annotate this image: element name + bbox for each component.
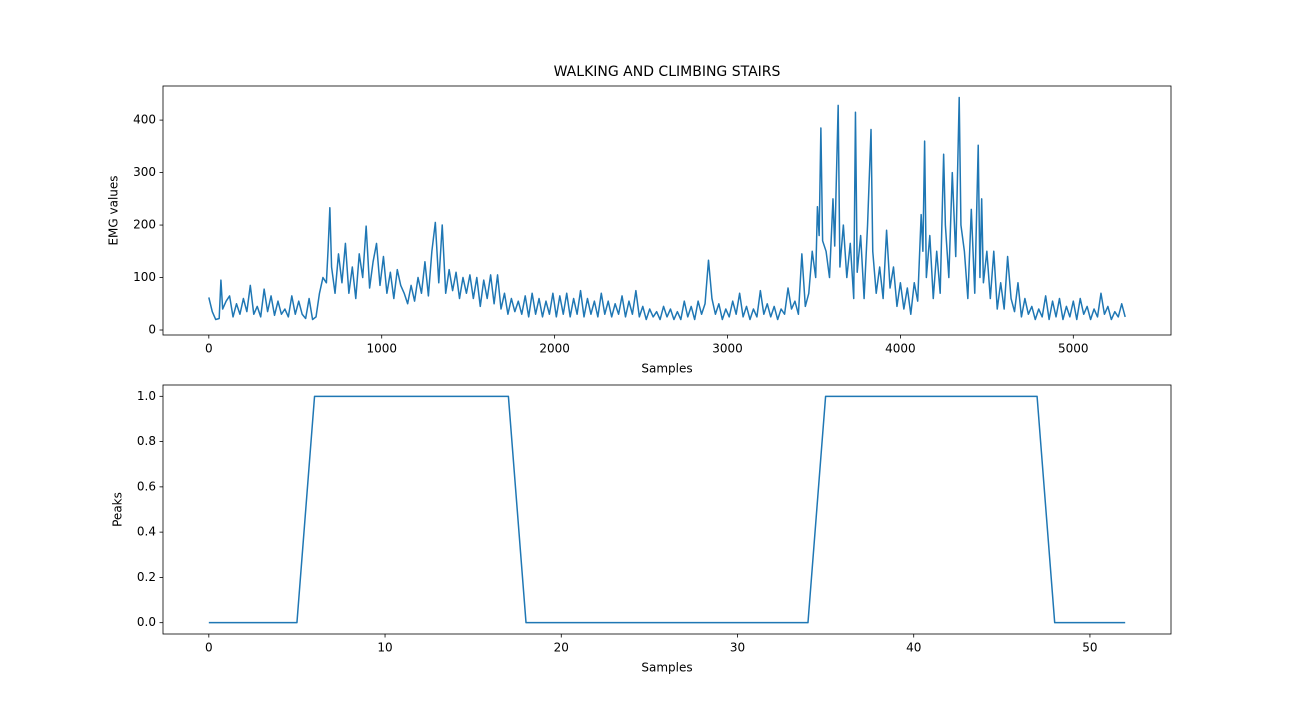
y-tick-label: 300 bbox=[133, 165, 156, 179]
y-tick-label: 200 bbox=[133, 218, 156, 232]
y-tick-label: 1.0 bbox=[137, 389, 156, 403]
y-tick-label: 0.4 bbox=[137, 525, 156, 539]
x-tick-label: 2000 bbox=[539, 342, 570, 356]
data-line bbox=[208, 395, 1126, 624]
axes-frame bbox=[162, 85, 1172, 336]
x-axis-label: Samples bbox=[641, 362, 692, 376]
x-tick-label: 0 bbox=[205, 342, 213, 356]
y-tick-label: 400 bbox=[133, 113, 156, 127]
y-tick-label: 100 bbox=[133, 270, 156, 284]
axes-frame bbox=[162, 384, 1172, 635]
x-tick-label: 40 bbox=[906, 641, 921, 655]
chart-title: WALKING AND CLIMBING STAIRS bbox=[554, 64, 781, 80]
x-tick-label: 0 bbox=[205, 641, 213, 655]
x-tick-label: 1000 bbox=[366, 342, 397, 356]
x-tick-label: 4000 bbox=[885, 342, 916, 356]
x-tick-label: 30 bbox=[730, 641, 745, 655]
x-tick-label: 50 bbox=[1082, 641, 1097, 655]
y-tick-label: 0.0 bbox=[137, 615, 156, 629]
y-axis-label: EMG values bbox=[107, 175, 121, 245]
x-tick-label: 3000 bbox=[712, 342, 743, 356]
y-tick-label: 0.8 bbox=[137, 434, 156, 448]
data-line bbox=[208, 96, 1126, 321]
x-tick-label: 5000 bbox=[1058, 342, 1089, 356]
y-tick-label: 0.6 bbox=[137, 479, 156, 493]
y-tick-label: 0 bbox=[148, 323, 156, 337]
x-tick-label: 20 bbox=[554, 641, 569, 655]
y-tick-label: 0.2 bbox=[137, 570, 156, 584]
y-axis-label: Peaks bbox=[111, 492, 125, 527]
x-tick-label: 10 bbox=[377, 641, 392, 655]
x-axis-label: Samples bbox=[641, 661, 692, 675]
